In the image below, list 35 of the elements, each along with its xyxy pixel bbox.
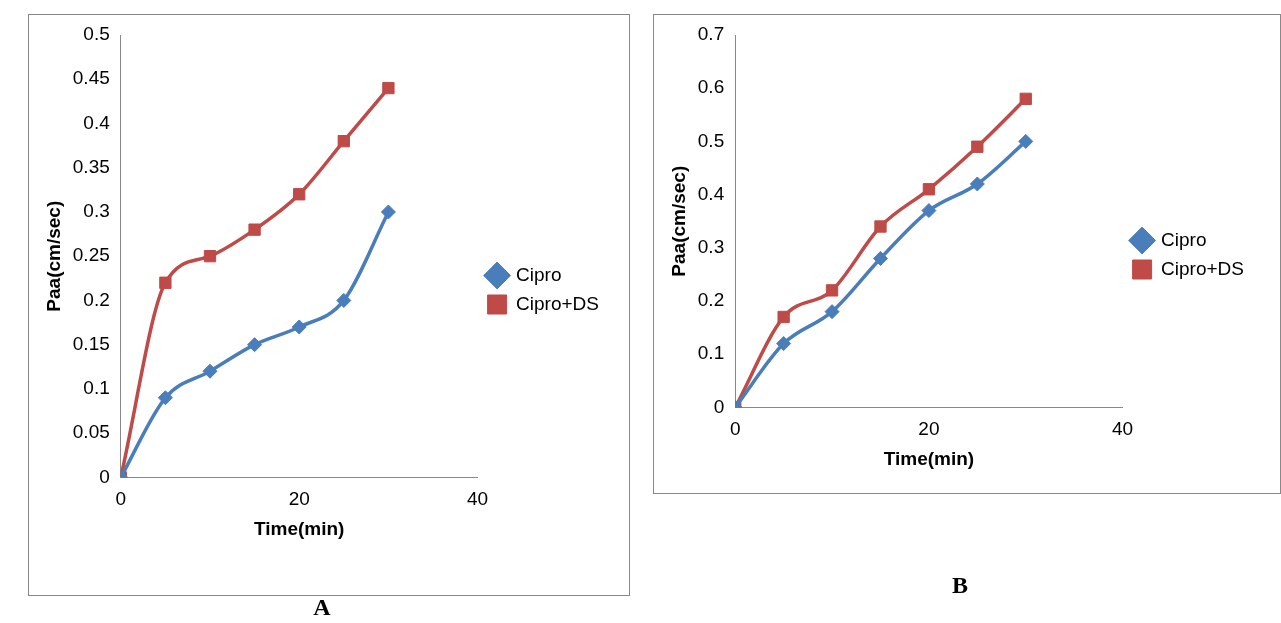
legend-label: Cipro [1161, 228, 1207, 250]
y-tick-label: 0.3 [83, 200, 110, 222]
y-axis-title: Paa(cm/sec) [667, 165, 689, 277]
y-tick-label: 0.4 [83, 111, 111, 133]
y-tick-label: 0.45 [72, 67, 110, 89]
x-tick-label: 0 [729, 418, 741, 440]
x-axis-title: Time(min) [883, 447, 975, 469]
legend-label: Cipro [516, 263, 562, 285]
y-tick-label: 0 [99, 465, 110, 487]
legend-label: Cipro+DS [1161, 257, 1245, 279]
legend-label: Cipro+DS [516, 292, 600, 314]
y-tick-label: 0.15 [72, 332, 110, 354]
x-tick-label: 40 [1112, 418, 1134, 440]
y-tick-label: 0.1 [83, 377, 110, 399]
text: B [951, 572, 969, 599]
x-tick-label: 20 [918, 418, 940, 440]
y-tick-label: 0.5 [83, 23, 110, 45]
x-tick-label: 20 [288, 488, 310, 510]
y-tick-label: 0.2 [697, 289, 725, 311]
y-tick-label: 0.6 [697, 76, 725, 98]
x-tick-label: 0 [115, 488, 127, 510]
y-tick-label: 0.4 [697, 182, 725, 204]
text: A [313, 594, 331, 621]
y-tick-label: 0.7 [697, 23, 725, 45]
y-tick-label: 0.05 [72, 421, 110, 443]
x-tick-label: 40 [467, 488, 489, 510]
x-axis-title: Time(min) [253, 517, 345, 539]
y-tick-label: 0.25 [72, 244, 110, 266]
y-tick-label: 0.2 [83, 288, 110, 310]
y-tick-label: 0.3 [697, 236, 725, 258]
y-tick-label: 0 [713, 395, 725, 417]
y-tick-label: 0.35 [72, 155, 110, 177]
y-tick-label: 0.1 [697, 342, 725, 364]
y-axis-title: Paa(cm/sec) [42, 200, 64, 312]
y-tick-label: 0.5 [697, 129, 725, 151]
